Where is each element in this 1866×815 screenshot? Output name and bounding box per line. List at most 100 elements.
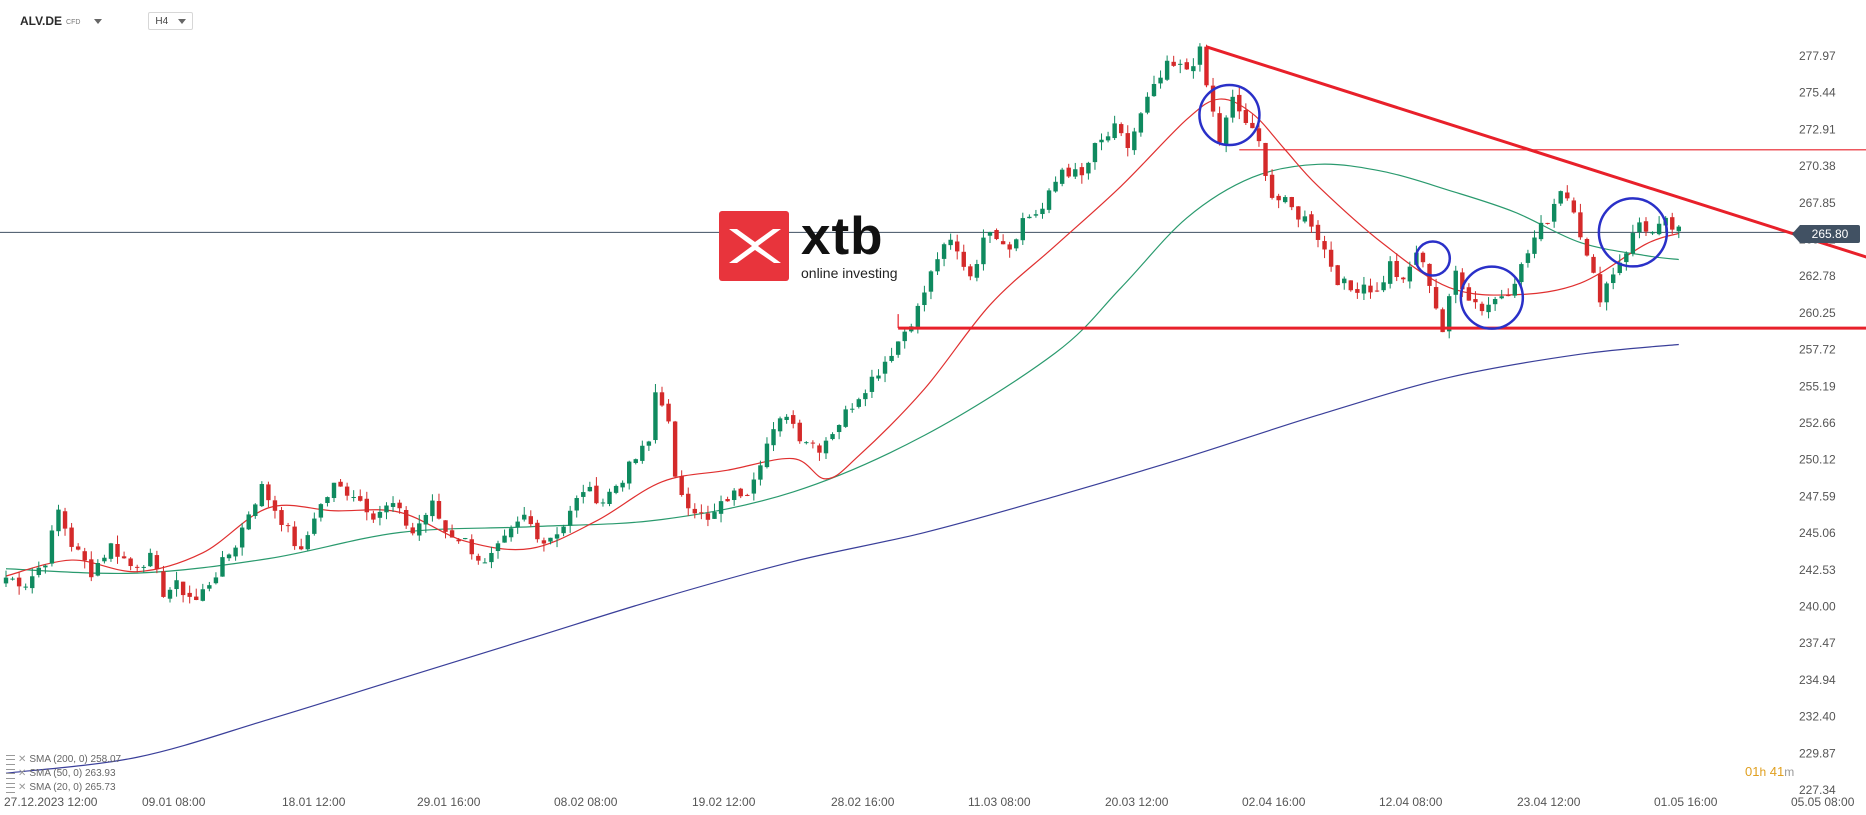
candle <box>1381 275 1386 293</box>
candle <box>325 496 330 507</box>
candle-body <box>1263 142 1268 176</box>
candle <box>1433 278 1439 310</box>
candle <box>3 570 9 587</box>
candle-body <box>1040 208 1045 215</box>
symbol-selector[interactable]: ALV.DE CFD <box>20 14 103 28</box>
legend-item-sma200[interactable]: ✕ SMA (200, 0) 258.07 <box>6 753 121 766</box>
candle <box>1027 214 1032 219</box>
close-icon[interactable]: ✕ <box>18 782 27 793</box>
candle-body <box>1460 272 1465 290</box>
candle-body <box>1578 212 1583 238</box>
candle-body <box>1066 167 1071 177</box>
candle <box>69 522 74 552</box>
candle-body <box>1617 262 1622 274</box>
candle-body <box>1525 253 1531 263</box>
candle <box>1237 87 1242 120</box>
settings-icon[interactable] <box>6 754 15 765</box>
candle-body <box>1164 60 1170 80</box>
legend-label: SMA (20, 0) 265.73 <box>29 782 116 793</box>
candle-body <box>1099 139 1104 143</box>
candle <box>1014 238 1019 252</box>
candle-body <box>574 498 579 511</box>
close-icon[interactable]: ✕ <box>18 768 27 779</box>
candle <box>344 482 350 501</box>
candle-body <box>1197 46 1203 65</box>
candle-body <box>1643 221 1649 232</box>
candle <box>699 504 704 520</box>
candle <box>528 510 533 527</box>
candle-body <box>522 514 527 520</box>
candle <box>167 587 173 603</box>
candle <box>1401 276 1406 283</box>
candle <box>745 493 750 497</box>
settings-icon[interactable] <box>6 768 15 779</box>
candle-body <box>994 230 999 240</box>
candle <box>1545 222 1550 225</box>
candle <box>1486 297 1491 319</box>
candle <box>128 557 133 571</box>
candle <box>1283 195 1288 204</box>
settings-icon[interactable] <box>6 782 15 793</box>
candle-body <box>1125 133 1130 148</box>
x-tick-label: 18.01 12:00 <box>282 795 346 809</box>
candle <box>882 356 888 383</box>
candle <box>672 420 678 478</box>
candle <box>397 499 402 514</box>
candle <box>299 538 304 551</box>
legend-label: SMA (50, 0) 263.93 <box>29 768 116 779</box>
candle <box>1453 265 1458 304</box>
candle <box>1059 167 1065 187</box>
candle <box>1368 278 1373 299</box>
x-tick-label: 27.12.2023 12:00 <box>4 795 98 809</box>
candle-countdown: 01h 41m <box>1745 764 1794 779</box>
candle <box>771 422 776 452</box>
candle-body <box>469 539 474 555</box>
candle-body <box>659 392 665 406</box>
logo-tagline: online investing <box>801 264 898 281</box>
candle <box>423 512 429 533</box>
candle <box>751 472 757 501</box>
candle-body <box>1073 169 1078 177</box>
candle-body <box>725 499 730 502</box>
candle-body <box>266 484 271 501</box>
candle <box>1158 70 1163 89</box>
candle <box>1040 202 1045 219</box>
candle-body <box>1217 113 1222 143</box>
timeframe-selector[interactable]: H4 <box>148 12 194 30</box>
xtb-logo-icon <box>719 211 789 281</box>
candle-body <box>1512 283 1517 296</box>
candle <box>318 503 324 522</box>
candle-body <box>397 502 402 509</box>
candle-body <box>292 526 297 547</box>
candle-body <box>36 567 41 576</box>
candle <box>791 410 796 429</box>
candle <box>410 522 415 536</box>
moving-averages <box>5 98 1679 774</box>
candle-body <box>495 543 501 552</box>
candle-body <box>1230 96 1235 118</box>
candle-body <box>331 482 337 499</box>
x-tick-label: 05.05 08:00 <box>1791 795 1855 809</box>
candle <box>810 440 816 449</box>
candle-body <box>1519 264 1524 283</box>
candle-body <box>515 521 520 528</box>
candle-body <box>1381 282 1386 291</box>
candle-body <box>902 331 907 342</box>
candle-body <box>1466 287 1472 301</box>
legend-item-sma50[interactable]: ✕ SMA (50, 0) 263.93 <box>6 767 121 780</box>
candle <box>1571 197 1577 214</box>
candle <box>561 524 566 537</box>
candle-body <box>863 393 868 400</box>
candle-body <box>1420 252 1426 263</box>
close-icon[interactable]: ✕ <box>18 754 27 765</box>
candle <box>1210 77 1216 117</box>
candle-body <box>463 538 468 540</box>
candle-body <box>627 461 632 484</box>
candle-body <box>213 577 219 584</box>
legend-item-sma20[interactable]: ✕ SMA (20, 0) 265.73 <box>6 781 121 794</box>
candle-body <box>1171 61 1176 66</box>
candle-body <box>948 239 953 246</box>
candle-body <box>1283 197 1288 203</box>
candle-body <box>613 485 619 493</box>
